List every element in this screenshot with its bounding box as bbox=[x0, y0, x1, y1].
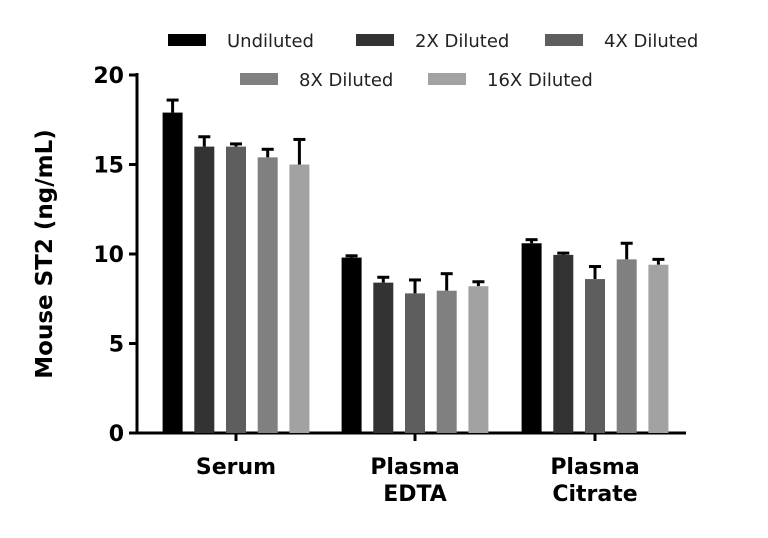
legend-label: 4X Diluted bbox=[604, 31, 698, 52]
bar bbox=[289, 164, 310, 433]
y-axis-label: Mouse ST2 (ng/mL) bbox=[32, 129, 58, 379]
bar bbox=[436, 290, 457, 433]
legend-label: 8X Diluted bbox=[299, 70, 393, 91]
bar bbox=[616, 259, 637, 433]
x-tick-label: Citrate bbox=[552, 482, 637, 507]
x-tick-label: EDTA bbox=[383, 482, 447, 507]
legend-label: Undiluted bbox=[227, 31, 314, 52]
bar bbox=[553, 254, 574, 433]
bar bbox=[521, 243, 542, 433]
bar bbox=[257, 157, 278, 433]
bar bbox=[585, 279, 605, 433]
bar bbox=[373, 282, 394, 433]
legend-label: 2X Diluted bbox=[415, 31, 509, 52]
bar bbox=[405, 293, 425, 433]
bar bbox=[341, 257, 362, 433]
bar bbox=[648, 264, 669, 433]
bar bbox=[162, 112, 183, 433]
x-tick-label: Serum bbox=[196, 455, 276, 480]
y-tick-label: 15 bbox=[93, 154, 124, 179]
x-tick-label: Plasma bbox=[370, 455, 459, 480]
y-tick-label: 5 bbox=[109, 333, 124, 358]
legend-swatch bbox=[168, 34, 206, 46]
x-tick-label: Plasma bbox=[550, 455, 639, 480]
y-tick-label: 20 bbox=[93, 64, 124, 89]
legend-swatch bbox=[356, 34, 394, 46]
legend-swatch bbox=[428, 73, 466, 85]
legend-swatch bbox=[240, 73, 278, 85]
bar bbox=[194, 146, 215, 433]
legend-label: 16X Diluted bbox=[487, 70, 593, 91]
bar bbox=[468, 286, 489, 433]
y-tick-label: 0 bbox=[109, 422, 124, 447]
y-tick-label: 10 bbox=[93, 243, 124, 268]
bar bbox=[226, 146, 246, 433]
legend-swatch bbox=[545, 34, 583, 46]
